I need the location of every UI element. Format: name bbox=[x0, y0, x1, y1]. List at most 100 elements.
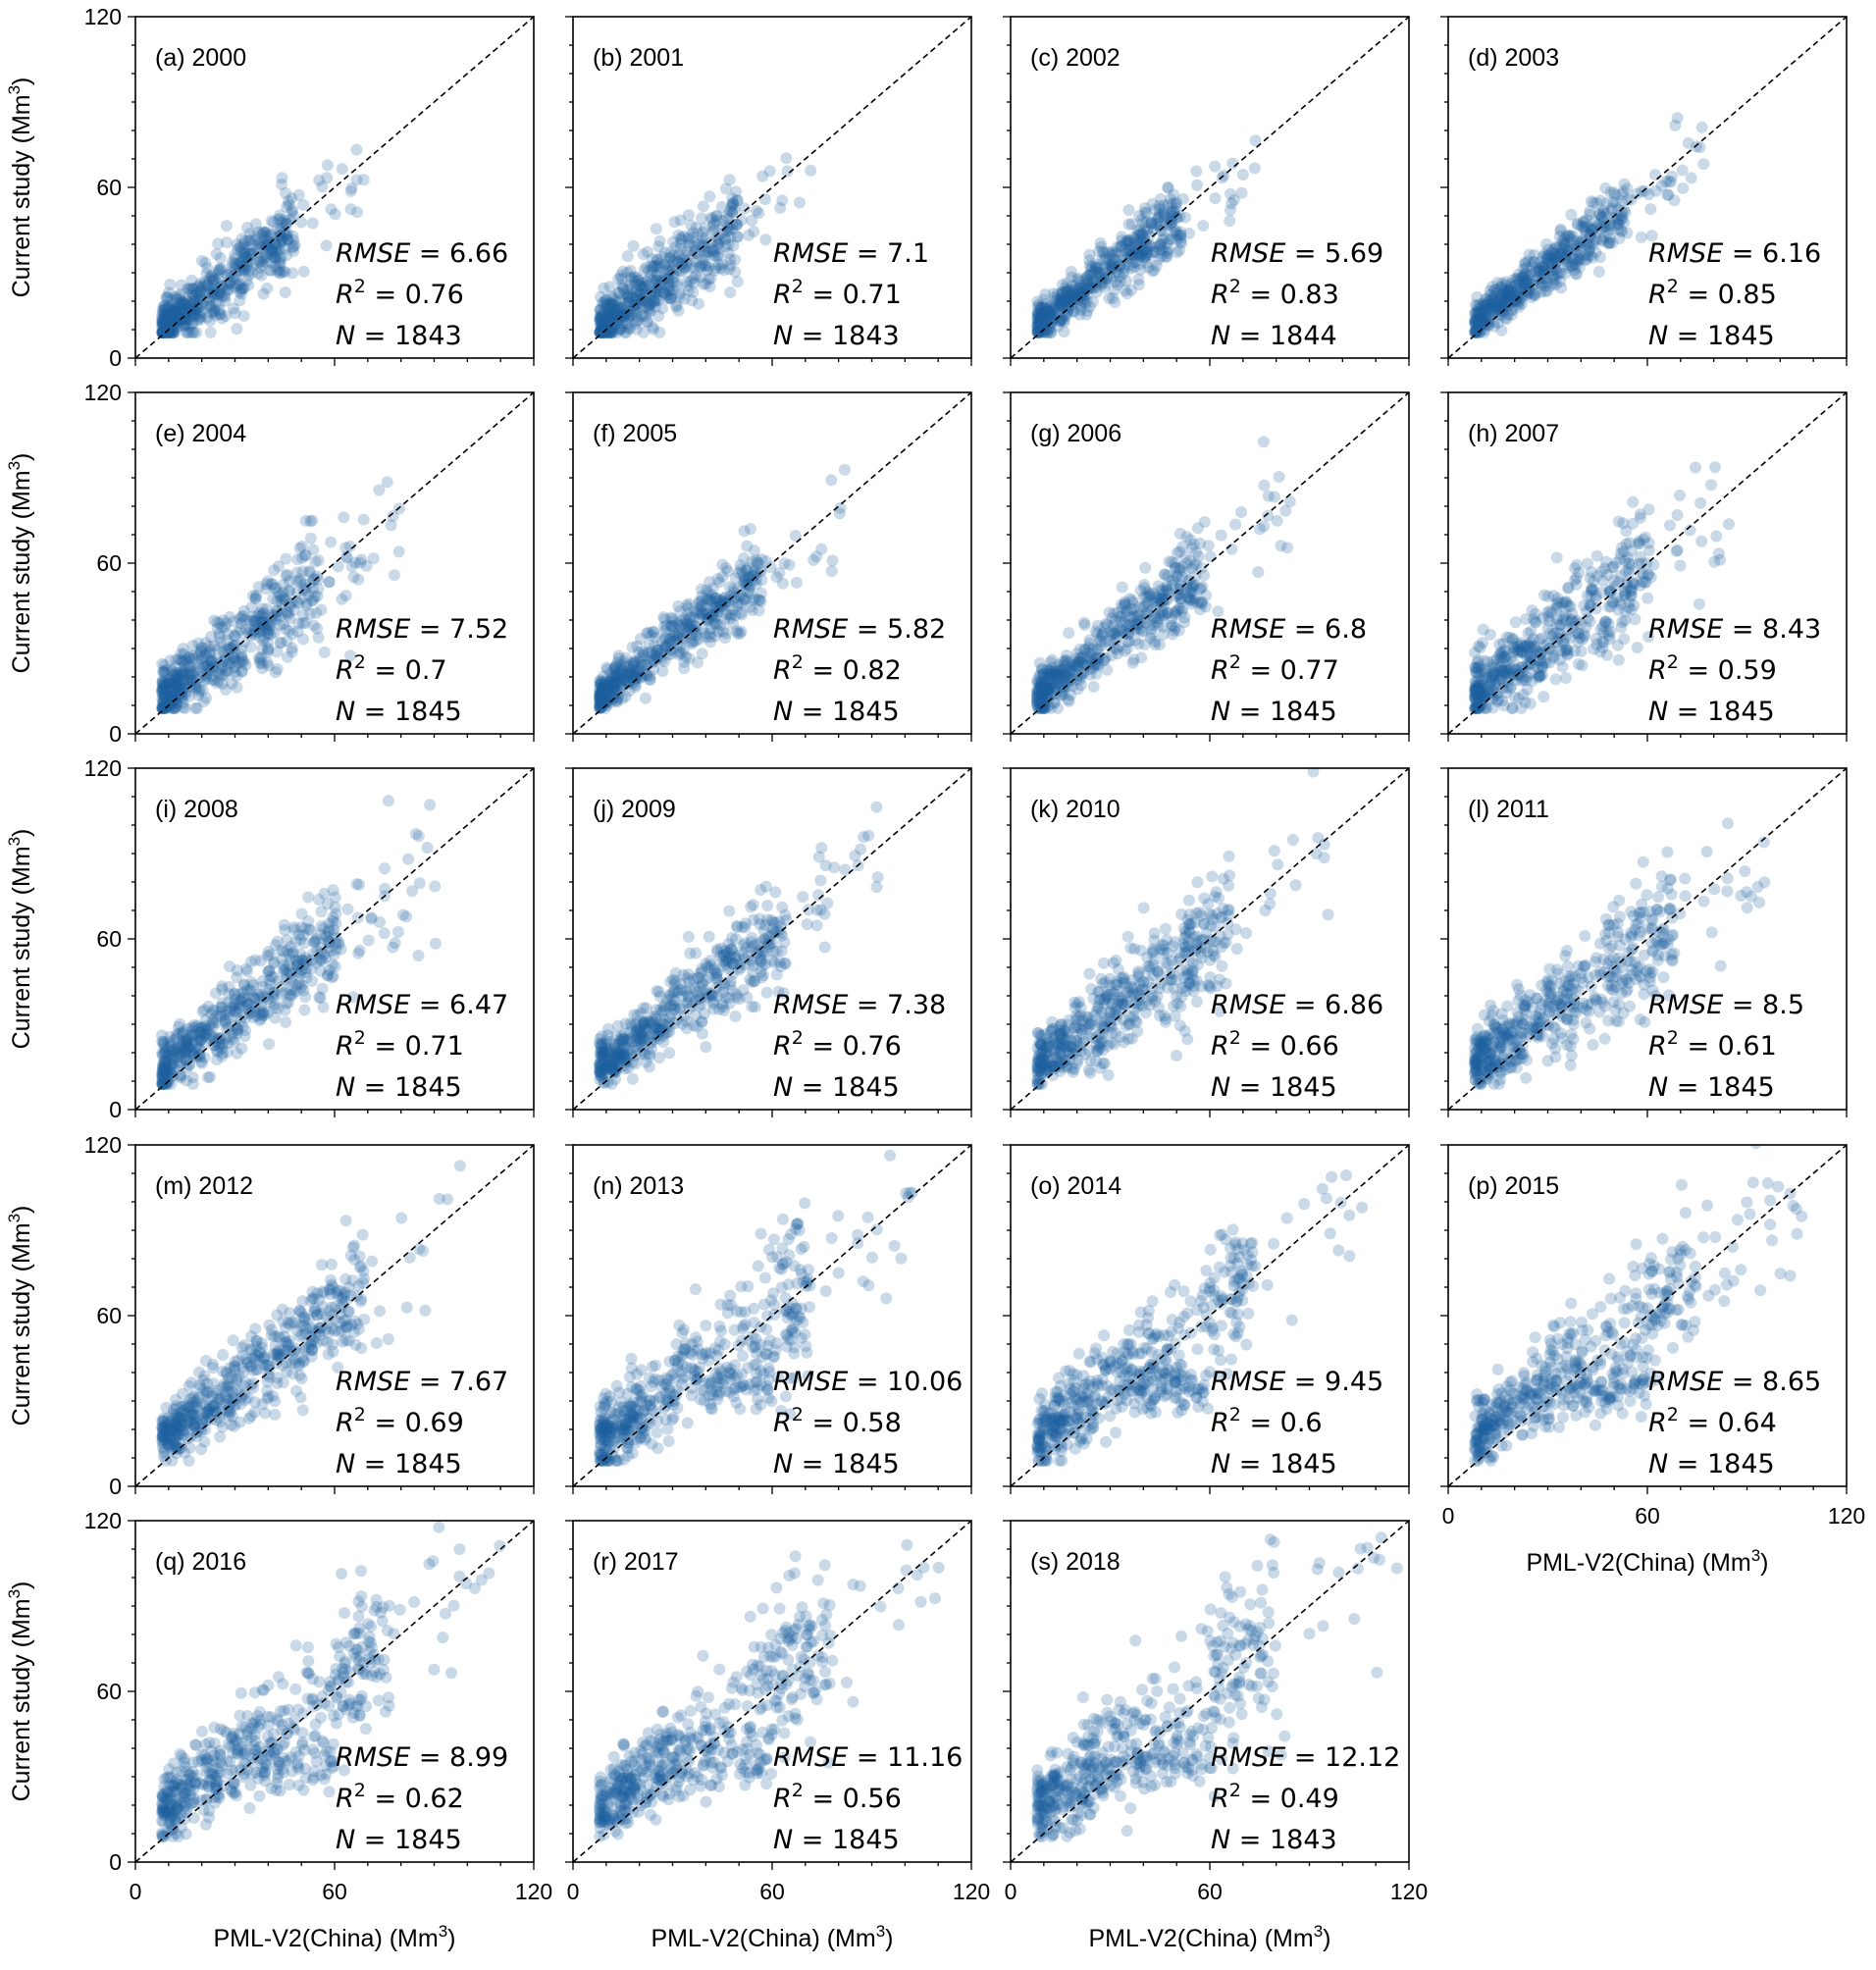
data-point bbox=[1033, 315, 1046, 328]
data-point bbox=[1587, 251, 1599, 264]
data-point bbox=[595, 674, 606, 687]
data-point bbox=[1129, 255, 1142, 268]
data-point bbox=[1617, 185, 1630, 198]
data-point bbox=[747, 594, 759, 606]
data-point bbox=[597, 670, 609, 683]
data-point bbox=[264, 228, 277, 240]
data-point bbox=[643, 639, 655, 651]
data-point bbox=[1550, 267, 1563, 280]
data-point bbox=[299, 966, 312, 979]
data-point bbox=[1271, 514, 1283, 527]
data-point bbox=[1053, 297, 1066, 310]
data-point bbox=[628, 657, 641, 670]
data-point bbox=[269, 253, 282, 266]
data-point bbox=[178, 1052, 190, 1064]
data-point bbox=[606, 672, 619, 685]
data-point bbox=[1487, 670, 1500, 683]
data-point bbox=[165, 293, 178, 306]
data-point bbox=[1536, 661, 1548, 674]
data-point bbox=[1610, 196, 1623, 209]
data-point bbox=[193, 293, 206, 306]
data-point bbox=[601, 688, 614, 700]
data-point bbox=[328, 949, 340, 961]
data-point bbox=[227, 281, 239, 293]
data-point bbox=[314, 992, 327, 1005]
data-point bbox=[614, 665, 627, 678]
data-point bbox=[1037, 701, 1050, 714]
data-point bbox=[1480, 298, 1492, 311]
data-point bbox=[602, 313, 615, 326]
data-point bbox=[191, 286, 203, 299]
data-point bbox=[196, 1005, 209, 1017]
data-point bbox=[1180, 557, 1193, 570]
data-point bbox=[1115, 598, 1127, 611]
data-point bbox=[1486, 296, 1499, 309]
data-point bbox=[1621, 579, 1634, 591]
data-point bbox=[312, 573, 325, 586]
data-point bbox=[1477, 678, 1489, 691]
data-point bbox=[192, 689, 205, 701]
data-point bbox=[159, 299, 172, 312]
data-point bbox=[690, 620, 703, 633]
data-point bbox=[158, 1055, 171, 1067]
data-point bbox=[1186, 581, 1199, 594]
data-point bbox=[340, 550, 353, 563]
data-point bbox=[269, 666, 282, 679]
data-point bbox=[1566, 607, 1579, 620]
data-point bbox=[1184, 534, 1197, 546]
data-point bbox=[1041, 304, 1053, 317]
data-point bbox=[207, 286, 220, 299]
data-point bbox=[1492, 694, 1505, 706]
data-point bbox=[260, 602, 273, 615]
data-point bbox=[285, 940, 297, 953]
data-point bbox=[1165, 209, 1177, 222]
data-point bbox=[162, 678, 175, 690]
data-point bbox=[199, 1029, 212, 1042]
data-point bbox=[1523, 638, 1536, 650]
data-point bbox=[676, 622, 689, 635]
r2-stat: R2 = 0.77 bbox=[1211, 651, 1339, 686]
data-point bbox=[709, 600, 722, 613]
data-point bbox=[344, 649, 357, 662]
data-point bbox=[176, 314, 188, 327]
data-point bbox=[200, 268, 213, 281]
data-point bbox=[1189, 558, 1202, 570]
data-point bbox=[157, 679, 170, 692]
data-point bbox=[163, 326, 176, 338]
data-point bbox=[1104, 247, 1117, 260]
data-point bbox=[1045, 656, 1057, 668]
data-point bbox=[1036, 681, 1049, 694]
data-point bbox=[1537, 272, 1549, 285]
data-point bbox=[1084, 663, 1097, 675]
data-point bbox=[690, 270, 703, 282]
data-point bbox=[325, 945, 338, 958]
data-point bbox=[1132, 273, 1145, 285]
data-point bbox=[1495, 672, 1507, 685]
data-point bbox=[609, 294, 622, 307]
data-point bbox=[255, 1008, 268, 1020]
data-point bbox=[1036, 322, 1048, 335]
data-point bbox=[606, 691, 619, 702]
data-point bbox=[1488, 301, 1501, 314]
data-point bbox=[219, 654, 232, 667]
data-point bbox=[1129, 618, 1142, 631]
data-point bbox=[731, 276, 744, 288]
data-point bbox=[1074, 643, 1086, 655]
data-point bbox=[607, 676, 620, 689]
data-point bbox=[159, 678, 172, 691]
data-point bbox=[1176, 192, 1189, 205]
data-point bbox=[1047, 312, 1060, 325]
data-point bbox=[714, 619, 727, 632]
data-point bbox=[166, 319, 178, 332]
data-point bbox=[214, 308, 227, 321]
data-point bbox=[285, 967, 296, 980]
data-point bbox=[1031, 307, 1044, 320]
data-point bbox=[1110, 633, 1122, 646]
data-point bbox=[595, 692, 606, 704]
data-point bbox=[1087, 654, 1100, 667]
data-point bbox=[267, 578, 280, 591]
data-point bbox=[350, 174, 363, 186]
data-point bbox=[674, 237, 687, 250]
